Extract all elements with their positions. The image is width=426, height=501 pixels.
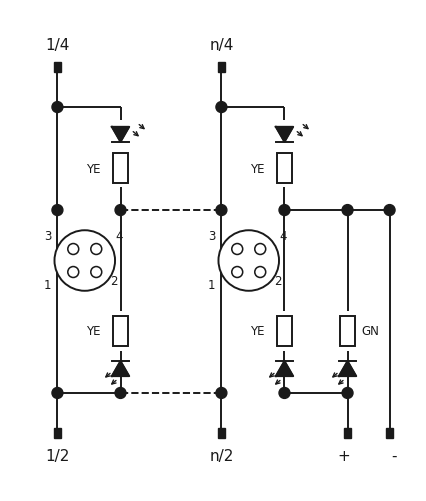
Text: 1: 1: [43, 278, 51, 291]
Circle shape: [216, 205, 227, 216]
Circle shape: [52, 102, 63, 113]
Circle shape: [279, 205, 290, 216]
Circle shape: [342, 388, 353, 399]
Text: 4: 4: [115, 230, 123, 243]
Circle shape: [255, 267, 266, 278]
Circle shape: [384, 205, 395, 216]
Bar: [54, 428, 61, 438]
Circle shape: [91, 267, 102, 278]
Circle shape: [115, 388, 126, 399]
Circle shape: [52, 388, 63, 399]
Circle shape: [232, 244, 243, 255]
Text: 3: 3: [44, 230, 51, 243]
Bar: [113, 316, 128, 346]
Bar: [340, 316, 355, 346]
Circle shape: [232, 267, 243, 278]
Circle shape: [279, 388, 290, 399]
Text: GN: GN: [362, 325, 380, 338]
Text: n/2: n/2: [209, 448, 233, 463]
Text: YE: YE: [86, 162, 101, 175]
Circle shape: [219, 231, 279, 291]
Text: YE: YE: [250, 325, 265, 338]
Text: -: -: [391, 448, 397, 463]
Circle shape: [342, 205, 353, 216]
Circle shape: [68, 267, 79, 278]
Text: 1: 1: [207, 278, 215, 291]
Circle shape: [216, 102, 227, 113]
Text: n/4: n/4: [209, 38, 233, 53]
Bar: [113, 154, 128, 184]
Text: 4: 4: [279, 230, 287, 243]
Bar: [277, 154, 292, 184]
Text: YE: YE: [250, 162, 265, 175]
Circle shape: [216, 388, 227, 399]
Text: 3: 3: [208, 230, 215, 243]
Circle shape: [52, 205, 63, 216]
Circle shape: [55, 231, 115, 291]
Circle shape: [255, 244, 266, 255]
Text: 1/4: 1/4: [45, 38, 69, 53]
Bar: [218, 63, 225, 73]
Bar: [386, 428, 393, 438]
Polygon shape: [276, 361, 293, 376]
Polygon shape: [112, 361, 129, 376]
Text: 2: 2: [110, 274, 118, 287]
Text: 2: 2: [274, 274, 282, 287]
Text: 1/2: 1/2: [45, 448, 69, 463]
Bar: [218, 428, 225, 438]
Bar: [344, 428, 351, 438]
Bar: [54, 63, 61, 73]
Bar: [277, 316, 292, 346]
Polygon shape: [339, 361, 356, 376]
Circle shape: [115, 205, 126, 216]
Circle shape: [68, 244, 79, 255]
Text: YE: YE: [86, 325, 101, 338]
Circle shape: [91, 244, 102, 255]
Polygon shape: [112, 128, 129, 143]
Polygon shape: [276, 128, 293, 143]
Text: +: +: [337, 448, 350, 463]
